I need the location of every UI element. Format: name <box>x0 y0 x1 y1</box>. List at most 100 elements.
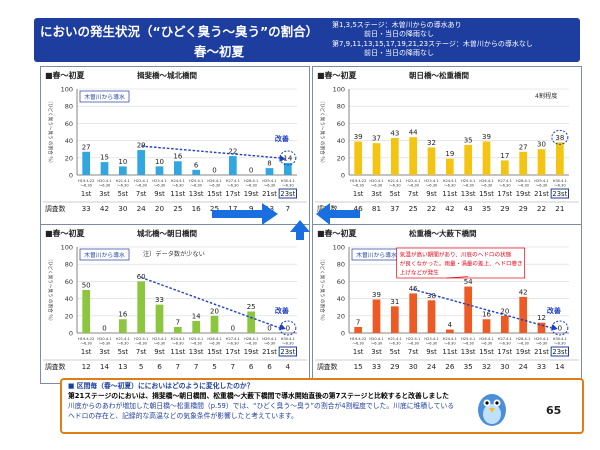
bar <box>354 141 363 175</box>
date-label: H26.4.1 <box>479 179 493 183</box>
survey-count: 7 <box>231 362 236 371</box>
survey-count: 7 <box>194 362 199 371</box>
date-label: H25.4.1 <box>461 179 475 183</box>
survey-count: 5 <box>212 362 217 371</box>
date-label: H22.4.1 <box>406 337 420 341</box>
panel-title: 松重橋～大薮下橋間 <box>409 228 477 238</box>
x-tick-label: 1st <box>353 190 364 198</box>
y-tick-label: 60 <box>65 120 73 128</box>
survey-count: 13 <box>118 362 127 371</box>
bar-value-label: 38 <box>555 134 564 142</box>
bar-value-label: 0 <box>558 325 562 333</box>
y-tick-label: 60 <box>65 278 73 286</box>
note-line-2: 前日・当日の降雨なし <box>364 30 434 38</box>
y-tick-label: 40 <box>65 137 73 145</box>
date-label: ～6.30 <box>209 342 221 346</box>
bar <box>390 306 399 333</box>
improvement-circle <box>279 320 297 336</box>
date-label: H19.4.22 <box>350 179 366 183</box>
bar <box>247 311 256 333</box>
survey-label: 調査数 <box>317 204 338 213</box>
survey-count: 35 <box>482 204 491 213</box>
date-label: H19.4.22 <box>78 179 94 183</box>
bar <box>537 149 546 175</box>
y-tick-label: 80 <box>337 261 345 269</box>
bar-value-label: 10 <box>155 158 164 166</box>
season-label: ■春～初夏 <box>317 228 358 238</box>
date-label: H30.4.1 <box>281 179 295 183</box>
bar-value-label: 25 <box>247 303 256 311</box>
x-tick-label: 1st <box>353 348 364 356</box>
bar <box>82 290 91 333</box>
bar-value-label: 30 <box>537 141 546 149</box>
x-tick-label: 21st <box>262 190 277 198</box>
x-tick-label: 7st <box>136 190 147 198</box>
survey-count: 29 <box>500 204 510 213</box>
y-tick-label: 80 <box>337 103 345 111</box>
date-label: ～6.30 <box>135 184 147 188</box>
survey-count: 17 <box>228 204 237 213</box>
bar <box>500 315 509 333</box>
date-label: H22.4.1 <box>406 179 420 183</box>
y-axis-label: （ひどく臭う～臭う の割合 ％） <box>319 99 326 166</box>
chart-note: 4割程度 <box>535 92 558 100</box>
season-label: ■春～初夏 <box>317 70 358 80</box>
bar-value-label: 37 <box>372 135 381 143</box>
y-axis-label: （ひどく臭う～臭う の割合 ％） <box>47 99 54 166</box>
y-tick-label: 20 <box>65 312 73 320</box>
date-label: H20.4.1 <box>369 179 383 183</box>
date-label: ～6.30 <box>481 184 493 188</box>
date-label: H20.4.1 <box>369 337 383 341</box>
date-label: H24.4.1 <box>443 337 457 341</box>
bar-value-label: 39 <box>482 133 491 141</box>
date-label: ～6.30 <box>282 342 294 346</box>
x-tick-label: 21st <box>534 348 549 356</box>
survey-count: 32 <box>482 362 491 371</box>
y-tick-label: 100 <box>333 86 345 94</box>
date-label: ～6.30 <box>426 184 438 188</box>
date-label: H23.4.1 <box>152 179 166 183</box>
bar-value-label: 38 <box>427 292 436 300</box>
x-tick-label: 9st <box>154 190 165 198</box>
x-tick-label: 11st <box>442 190 457 198</box>
date-label: ～6.30 <box>536 342 548 346</box>
bar-value-label: 14 <box>192 312 201 320</box>
bar <box>482 141 491 175</box>
x-tick-label: 9st <box>426 190 437 198</box>
bar <box>118 319 127 333</box>
x-tick-label: 7st <box>408 190 419 198</box>
date-label: ～6.30 <box>462 184 474 188</box>
date-label: H26.4.1 <box>479 337 493 341</box>
x-tick-label: 7st <box>136 348 147 356</box>
y-tick-label: 80 <box>65 261 73 269</box>
date-label: ～6.30 <box>536 184 548 188</box>
bar-value-label: 4 <box>448 321 453 329</box>
survey-count: 6 <box>157 362 162 371</box>
improvement-circle <box>279 150 297 166</box>
y-tick-label: 80 <box>65 103 73 111</box>
improve-label: 改善 <box>275 306 289 315</box>
date-label: ～6.30 <box>282 184 294 188</box>
bar-value-label: 39 <box>372 291 381 299</box>
bar <box>464 144 473 175</box>
improve-label: 改善 <box>275 134 289 143</box>
bar-value-label: 0 <box>267 325 271 333</box>
bar <box>100 162 109 175</box>
water-note-box <box>79 248 130 261</box>
survey-count: 6 <box>249 362 254 371</box>
date-label: H28.4.1 <box>516 337 530 341</box>
bar-value-label: 54 <box>464 278 473 286</box>
y-tick-label: 0 <box>69 330 73 338</box>
date-label: ～6.30 <box>117 342 129 346</box>
date-label: H28.4.1 <box>244 179 258 183</box>
summary-line-2: 川底からのあわが増加した朝日橋～松重橋間（p.59）では、“ひどく臭う～臭う”の… <box>68 402 455 410</box>
bar <box>427 300 436 333</box>
callout-box <box>396 247 526 279</box>
water-note: 木曽川から導水 <box>84 251 125 259</box>
bar <box>228 156 237 175</box>
bar <box>464 286 473 333</box>
chart-panel-ibi-johoku: ■春～初夏 揖斐橋～城北橋間 0 20 40 60 80 100 （ひどく臭う～臭う の割合 ％… <box>40 66 310 226</box>
date-label: ～6.30 <box>172 184 184 188</box>
date-label: ～6.30 <box>80 342 92 346</box>
